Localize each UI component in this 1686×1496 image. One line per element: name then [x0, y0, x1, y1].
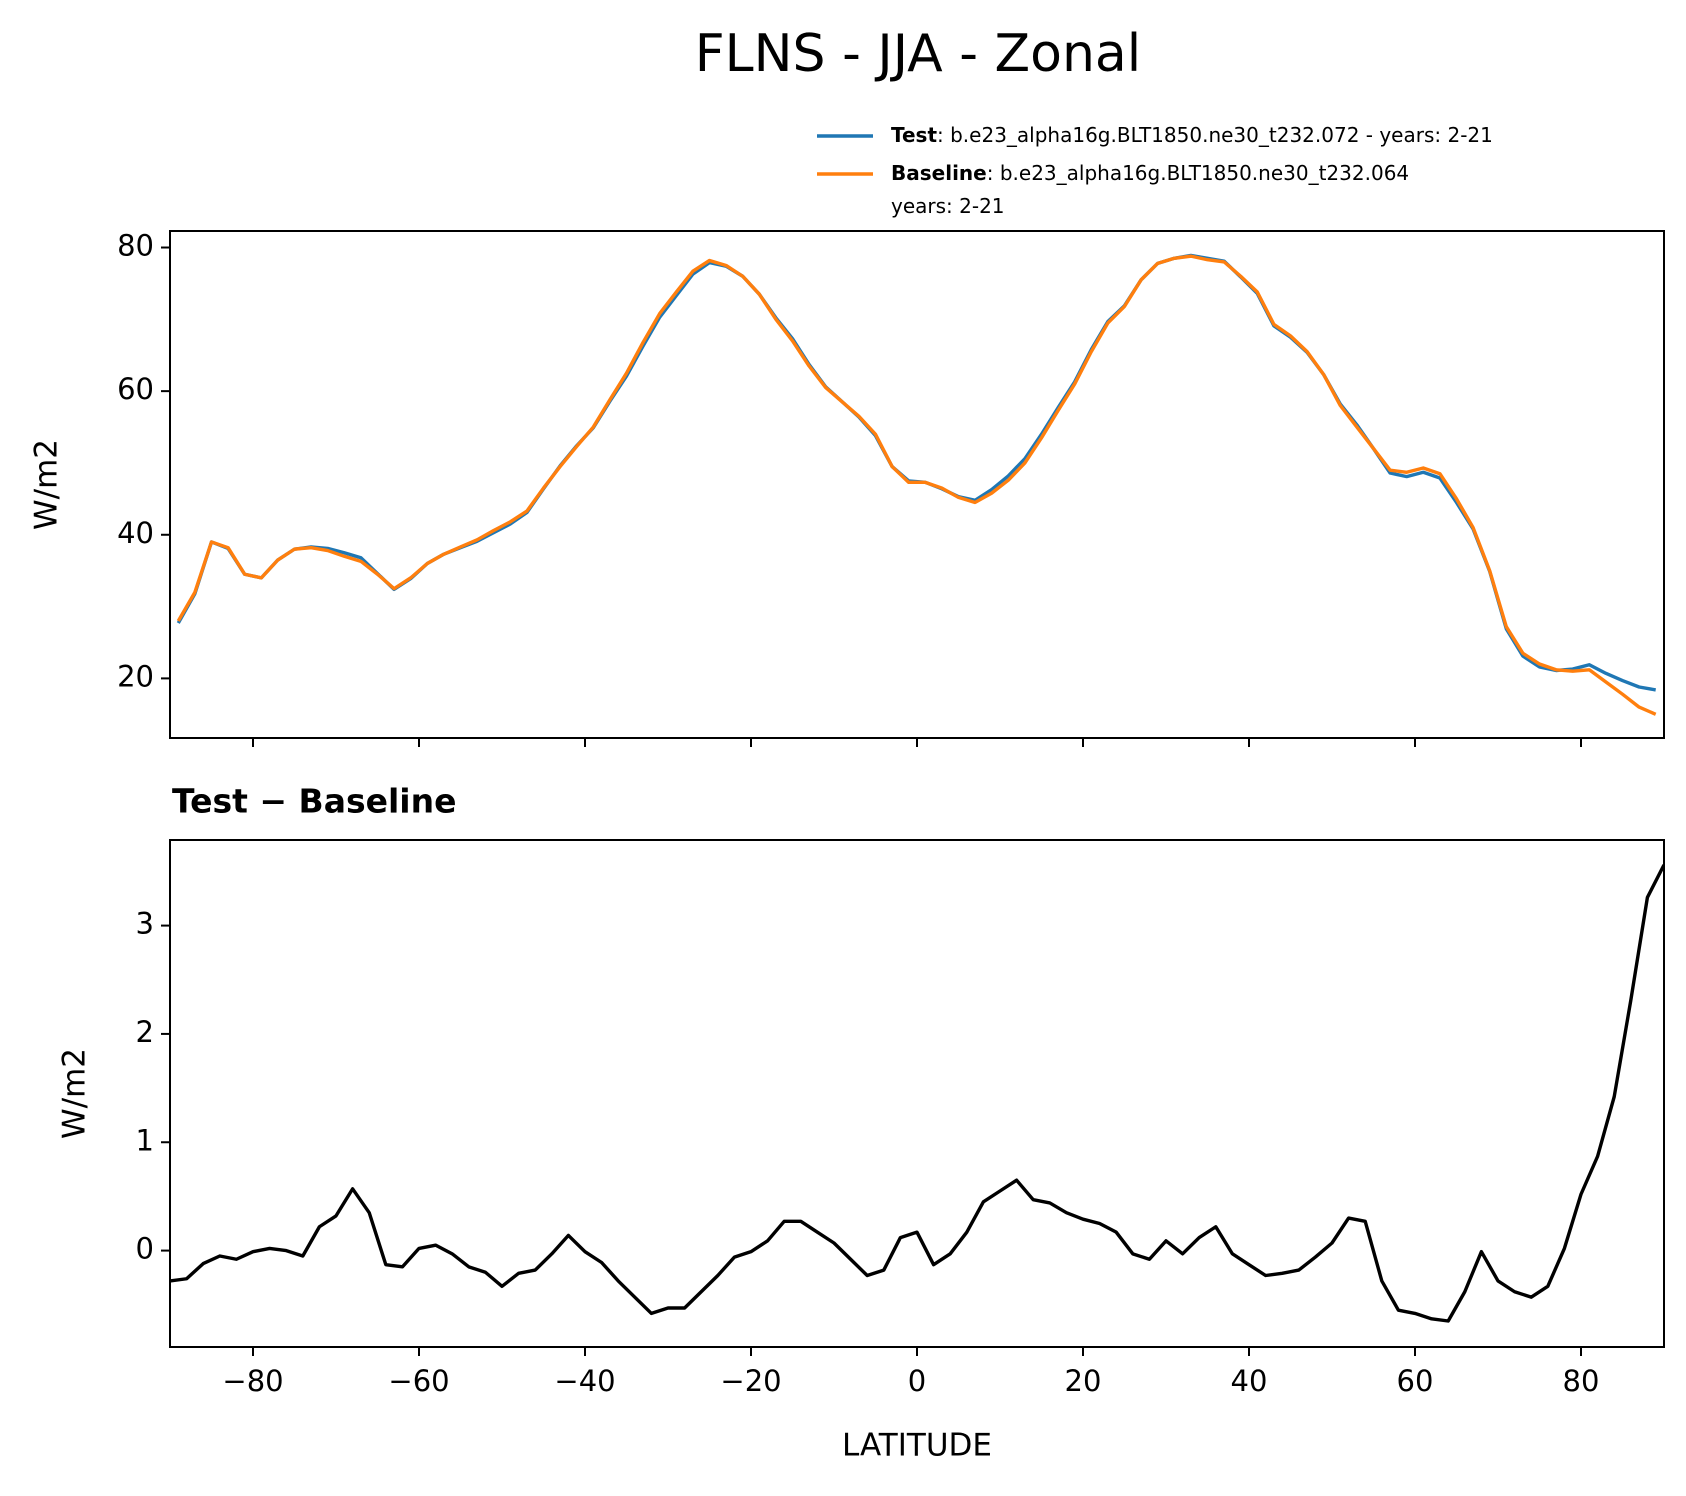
x-tick-label: −20	[720, 1364, 781, 1398]
y-tick-label: 20	[117, 659, 154, 693]
data-line	[170, 864, 1664, 1323]
y-axis-label: W/m2	[57, 1048, 93, 1139]
y-axis-label: W/m2	[29, 439, 65, 530]
x-tick-label: −80	[222, 1364, 283, 1398]
legend-name: Baseline	[891, 161, 987, 185]
legend-label: : b.e23_alpha16g.BLT1850.ne30_t232.064	[987, 161, 1409, 185]
x-tick-label: 0	[908, 1364, 926, 1398]
y-tick-label: 1	[136, 1123, 154, 1157]
y-tick-label: 80	[117, 229, 154, 263]
x-tick-label: 20	[1065, 1364, 1102, 1398]
x-tick-label: −60	[388, 1364, 449, 1398]
axes-frame	[169, 230, 1665, 739]
data-line	[176, 254, 1657, 716]
x-tick-label: −40	[554, 1364, 615, 1398]
legend-label: years: 2-21	[891, 194, 1005, 218]
y-tick-label: 60	[117, 372, 154, 406]
legend-entry: Baseline: b.e23_alpha16g.BLT1850.ne30_t2…	[891, 161, 1409, 218]
figure-title: FLNS - JJA - Zonal	[695, 24, 1141, 84]
y-tick-label: 2	[136, 1015, 154, 1049]
y-tick-label: 40	[117, 516, 154, 550]
y-tick-label: 0	[136, 1232, 154, 1266]
y-tick-label: 3	[136, 907, 154, 941]
legend-label: : b.e23_alpha16g.BLT1850.ne30_t232.072 -…	[937, 123, 1493, 147]
x-tick-label: 40	[1231, 1364, 1268, 1398]
x-axis-label: LATITUDE	[842, 1428, 992, 1464]
legend-entry: Test: b.e23_alpha16g.BLT1850.ne30_t232.0…	[891, 123, 1493, 147]
x-tick-label: 60	[1397, 1364, 1434, 1398]
x-tick-label: 80	[1563, 1364, 1600, 1398]
subplot-title: Test − Baseline	[172, 782, 457, 821]
axes-frame	[169, 839, 1665, 1348]
legend-name: Test	[891, 123, 937, 147]
